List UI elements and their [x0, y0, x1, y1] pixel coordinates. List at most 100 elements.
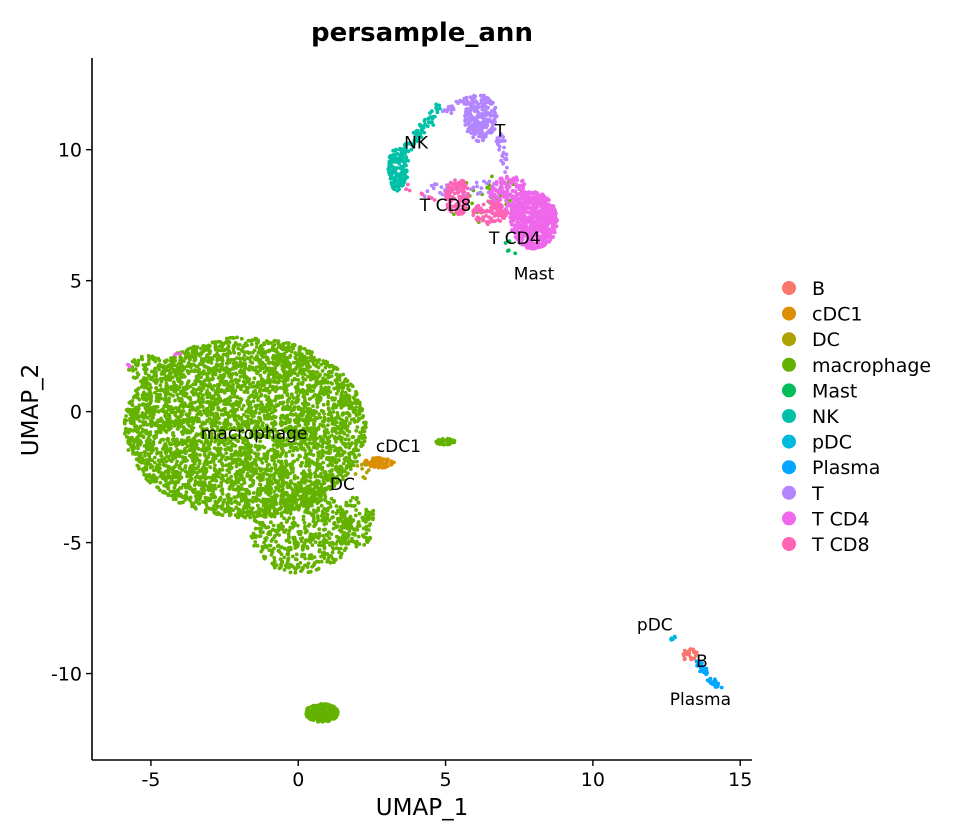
data-point: [188, 346, 193, 351]
data-point: [327, 554, 332, 558]
data-point: [283, 469, 288, 474]
data-point: [255, 503, 260, 508]
data-point: [229, 435, 234, 440]
data-point: [213, 439, 218, 444]
data-point: [186, 351, 191, 356]
data-point: [354, 401, 359, 406]
data-point: [237, 502, 242, 506]
data-point: [322, 544, 327, 549]
data-point: [385, 460, 390, 465]
data-point: [219, 488, 224, 493]
data-point: [274, 500, 278, 505]
data-point: [292, 535, 297, 540]
data-point: [152, 422, 157, 427]
data-point: [294, 387, 299, 391]
data-point: [335, 468, 340, 472]
data-point: [193, 459, 198, 463]
data-point: [190, 456, 195, 461]
data-point: [309, 553, 314, 557]
data-point: [303, 422, 308, 427]
data-point: [338, 431, 342, 435]
data-point: [251, 399, 256, 404]
data-point: [302, 440, 307, 445]
data-point: [245, 460, 250, 465]
data-point: [353, 513, 358, 518]
data-point: [326, 423, 330, 427]
data-point: [192, 439, 196, 444]
data-point: [191, 363, 196, 367]
data-point: [144, 411, 149, 415]
data-point: [273, 534, 277, 538]
data-point: [211, 369, 216, 373]
data-point: [167, 474, 172, 479]
data-point: [322, 541, 327, 546]
data-point: [300, 413, 304, 417]
data-point: [274, 433, 279, 438]
data-point: [174, 462, 179, 467]
data-point: [211, 394, 216, 399]
data-point: [274, 487, 279, 491]
data-point: [261, 366, 265, 371]
data-point: [204, 483, 209, 488]
data-point: [163, 413, 168, 418]
data-point: [173, 413, 178, 417]
data-point: [238, 370, 243, 375]
data-point: [273, 397, 278, 402]
data-point: [280, 386, 285, 390]
data-point: [279, 545, 284, 549]
data-point: [165, 468, 170, 473]
data-point: [168, 441, 172, 445]
data-point: [257, 520, 262, 525]
data-point: [682, 657, 687, 661]
data-point: [282, 568, 287, 572]
data-point: [193, 352, 198, 357]
data-point: [291, 360, 296, 365]
data-point: [335, 367, 340, 372]
data-point: [289, 442, 294, 447]
data-point: [166, 407, 171, 412]
data-point: [265, 472, 270, 477]
data-point: [239, 447, 243, 451]
data-point: [312, 417, 317, 422]
data-point: [175, 459, 180, 464]
data-point: [253, 419, 258, 424]
data-point: [350, 536, 354, 541]
data-point: [230, 391, 235, 396]
data-point: [202, 488, 207, 492]
data-point: [322, 361, 327, 366]
data-point: [167, 416, 172, 420]
data-point: [262, 445, 267, 450]
data-point: [274, 452, 279, 457]
data-point: [165, 383, 170, 388]
data-point: [237, 476, 242, 481]
data-point: [280, 465, 285, 469]
data-point: [265, 500, 269, 504]
data-point: [166, 421, 170, 426]
data-point: [154, 479, 159, 484]
data-point: [313, 358, 318, 363]
data-point: [366, 468, 371, 472]
data-point: [321, 376, 325, 381]
data-point: [307, 463, 312, 468]
data-point: [197, 501, 201, 506]
data-point: [194, 377, 199, 382]
data-point: [276, 548, 281, 553]
data-point: [311, 361, 316, 365]
data-point: [308, 535, 312, 539]
data-point: [258, 508, 262, 513]
data-point: [212, 446, 217, 450]
data-point: [269, 549, 274, 554]
data-point: [149, 410, 154, 415]
data-point: [259, 427, 263, 431]
data-point: [339, 438, 344, 442]
data-point: [224, 457, 228, 462]
data-point: [145, 392, 150, 397]
data-point: [347, 456, 352, 460]
data-point: [280, 352, 284, 357]
data-point: [315, 405, 320, 409]
series-macrophage: [122, 174, 524, 724]
data-point: [228, 422, 233, 427]
data-point: [156, 469, 161, 474]
data-point: [229, 409, 233, 413]
data-point: [366, 462, 371, 467]
